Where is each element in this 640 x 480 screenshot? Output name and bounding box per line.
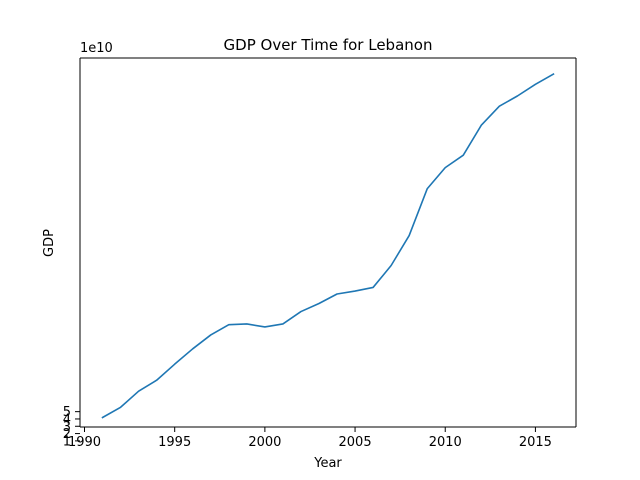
x-tick-label: 1995 — [158, 435, 191, 450]
y-tick-label: 4 — [63, 412, 71, 427]
x-tick-label: 2000 — [248, 435, 281, 450]
x-tick-label: 1990 — [68, 435, 101, 450]
gdp-series-line — [101, 72, 555, 419]
y-tick-label: 2 — [63, 427, 71, 442]
x-axis-title: Year — [313, 456, 342, 471]
x-tick-label: 2015 — [519, 435, 552, 450]
y-tick-label: 3 — [63, 420, 71, 435]
y-tick-label: 1 — [63, 434, 71, 449]
x-tick-label: 2010 — [429, 435, 462, 450]
chart-title: GDP Over Time for Lebanon — [224, 36, 433, 54]
y-axis-title: GDP — [42, 229, 57, 257]
y-axis-offset-label: 1e10 — [80, 41, 113, 56]
y-tick-label: 5 — [63, 405, 71, 420]
x-tick-label: 2005 — [339, 435, 372, 450]
